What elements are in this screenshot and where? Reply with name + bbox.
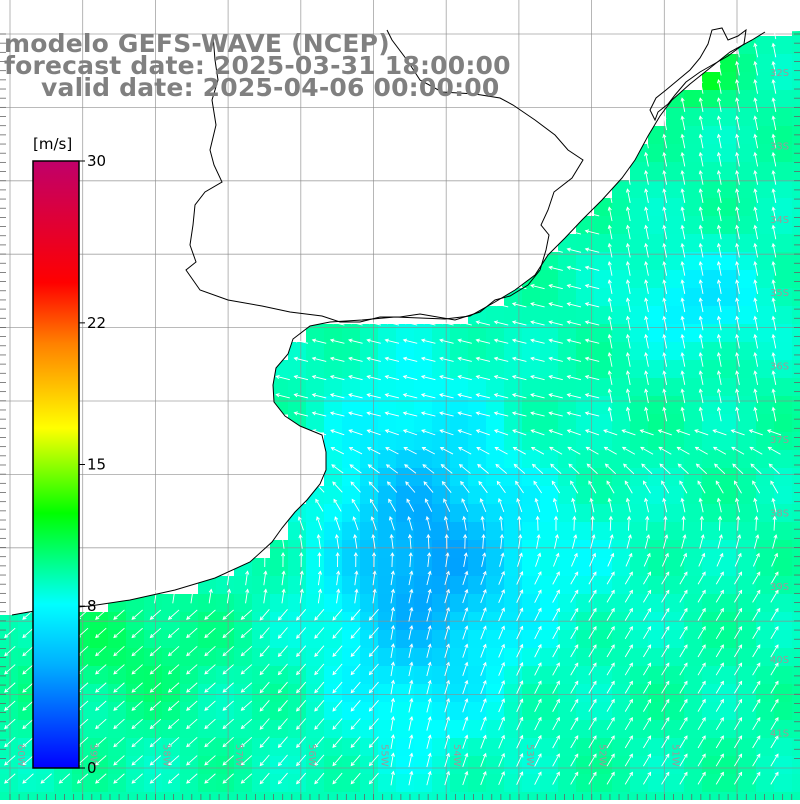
lon-label: 53W — [524, 744, 535, 767]
lat-label: 37S — [770, 435, 789, 446]
colorbar-tick-label: 8 — [87, 597, 97, 615]
colorbar-tick-label: 0 — [87, 759, 97, 777]
lon-label: 60W — [15, 744, 26, 767]
lon-label: 57W — [233, 744, 244, 767]
lat-label: 40S — [770, 655, 789, 666]
lon-label: 52W — [597, 744, 608, 767]
colorbar-unit: [m/s] — [33, 135, 72, 153]
lat-label: 33S — [770, 141, 789, 152]
lon-label: 56W — [306, 744, 317, 767]
colorbar-tick-label: 15 — [87, 456, 106, 474]
valid-date: valid date: 2025-04-06 00:00:00 — [41, 75, 499, 100]
lat-label: 35S — [770, 288, 789, 299]
colorbar-tick-label: 22 — [87, 314, 106, 332]
colorbar-tick-label: 30 — [87, 152, 106, 170]
lat-label: 39S — [770, 582, 789, 593]
lat-label: 32S — [770, 68, 789, 79]
colorbar-gradient — [33, 161, 79, 768]
lat-label: 41S — [770, 729, 789, 740]
lon-label: 54W — [451, 744, 462, 767]
lat-label: 36S — [770, 362, 789, 373]
lon-label: 58W — [160, 744, 171, 767]
lon-label: 55W — [379, 744, 390, 767]
lon-label: 51W — [669, 744, 680, 767]
lat-label: 34S — [770, 215, 789, 226]
lat-label: 38S — [770, 508, 789, 519]
